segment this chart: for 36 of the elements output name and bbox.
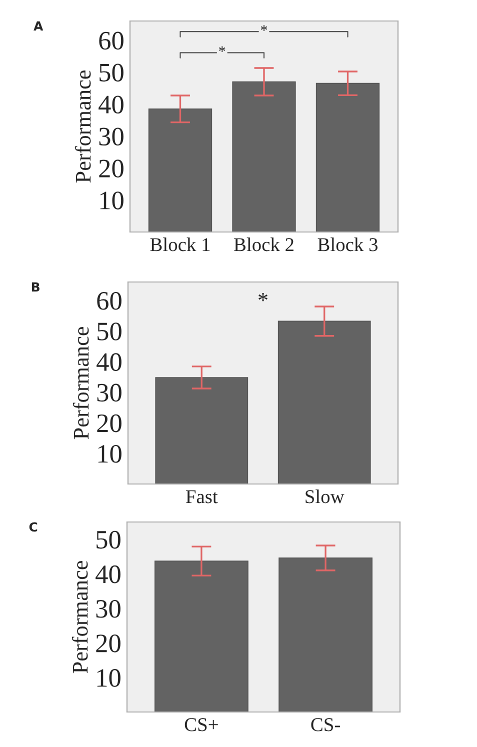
y-tick-label: 20 (96, 634, 120, 652)
y-tick-label: 40 (98, 96, 124, 114)
bar (148, 108, 212, 232)
x-tick-label: Block 2 (234, 238, 294, 252)
y-tick-label: 20 (97, 414, 122, 432)
y-tick-label: 50 (98, 322, 122, 340)
y-tick-label: 30 (96, 600, 120, 618)
y-tick-label: 10 (97, 669, 120, 687)
x-tick-label: Fast (186, 490, 218, 504)
x-tick-label: Slow (306, 490, 344, 504)
y-axis-title: Performance (72, 561, 88, 674)
bar (232, 81, 296, 232)
y-tick-label: 50 (96, 530, 120, 549)
text: C (29, 522, 38, 532)
text: B (32, 282, 40, 292)
x-tick-label: CS- (311, 718, 340, 732)
y-tick-label: 40 (96, 353, 122, 371)
x-tick-label: CS+ (184, 718, 218, 732)
bar (316, 82, 380, 232)
y-tick-label: 20 (99, 160, 124, 178)
y-tick-label: 10 (98, 445, 122, 463)
y-tick-label: 10 (100, 192, 124, 210)
annotation: * (219, 46, 226, 52)
y-tick-label: 40 (96, 565, 120, 584)
y-axis-title: Performance (72, 327, 89, 440)
x-tick-label: Block 1 (150, 238, 210, 252)
y-tick-label: 60 (99, 32, 124, 50)
y-tick-label: 60 (97, 292, 122, 310)
annotation: * (260, 25, 268, 31)
annotation: * (258, 292, 268, 302)
y-axis-title: Performance (74, 70, 91, 183)
text: A (34, 21, 44, 30)
x-tick-label: Block 3 (318, 238, 378, 252)
y-tick-label: 30 (99, 128, 124, 146)
y-tick-label: 50 (100, 64, 124, 82)
y-tick-label: 30 (97, 384, 122, 402)
